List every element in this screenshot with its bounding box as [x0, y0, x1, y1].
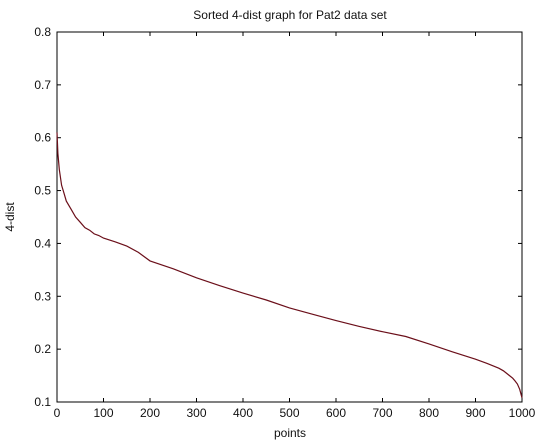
y-tick-label: 0.8 [34, 25, 51, 39]
plot-area [56, 132, 523, 398]
x-tick-label: 500 [279, 406, 299, 420]
x-tick-label: 0 [54, 406, 61, 420]
y-tick-label: 0.4 [34, 236, 51, 250]
x-axis: 0 100 200 300 400 500 600 700 800 900 1000 [54, 32, 536, 420]
y-axis-label: 4-dist [3, 202, 17, 232]
x-tick-label: 700 [372, 406, 392, 420]
y-tick-label: 0.6 [34, 131, 51, 145]
y-tick-label: 0.3 [34, 289, 51, 303]
y-axis: 0.1 0.2 0.3 0.4 0.5 0.6 0.7 0.8 [34, 25, 522, 409]
y-tick-label: 0.2 [34, 342, 51, 356]
x-axis-label: points [274, 426, 306, 440]
y-tick-label: 0.7 [34, 78, 51, 92]
x-tick-label: 400 [233, 406, 253, 420]
series-line [56, 132, 523, 398]
x-tick-label: 300 [186, 406, 206, 420]
x-tick-label: 600 [326, 406, 346, 420]
plot-frame [56, 31, 523, 403]
x-tick-label: 1000 [509, 406, 536, 420]
chart-title: Sorted 4-dist graph for Pat2 data set [193, 8, 387, 22]
x-tick-label: 800 [419, 406, 439, 420]
y-tick-label: 0.5 [34, 184, 51, 198]
x-tick-label: 100 [93, 406, 113, 420]
x-tick-label: 200 [140, 406, 160, 420]
y-tick-label: 0.1 [34, 395, 51, 409]
x-tick-label: 900 [465, 406, 485, 420]
